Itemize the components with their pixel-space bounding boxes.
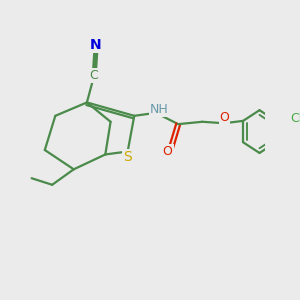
Text: O: O (163, 145, 172, 158)
Text: NH: NH (150, 103, 168, 116)
Text: Cl: Cl (290, 112, 300, 125)
Text: N: N (90, 38, 102, 52)
Text: C: C (89, 69, 98, 82)
Text: S: S (123, 150, 132, 164)
Text: O: O (220, 111, 230, 124)
